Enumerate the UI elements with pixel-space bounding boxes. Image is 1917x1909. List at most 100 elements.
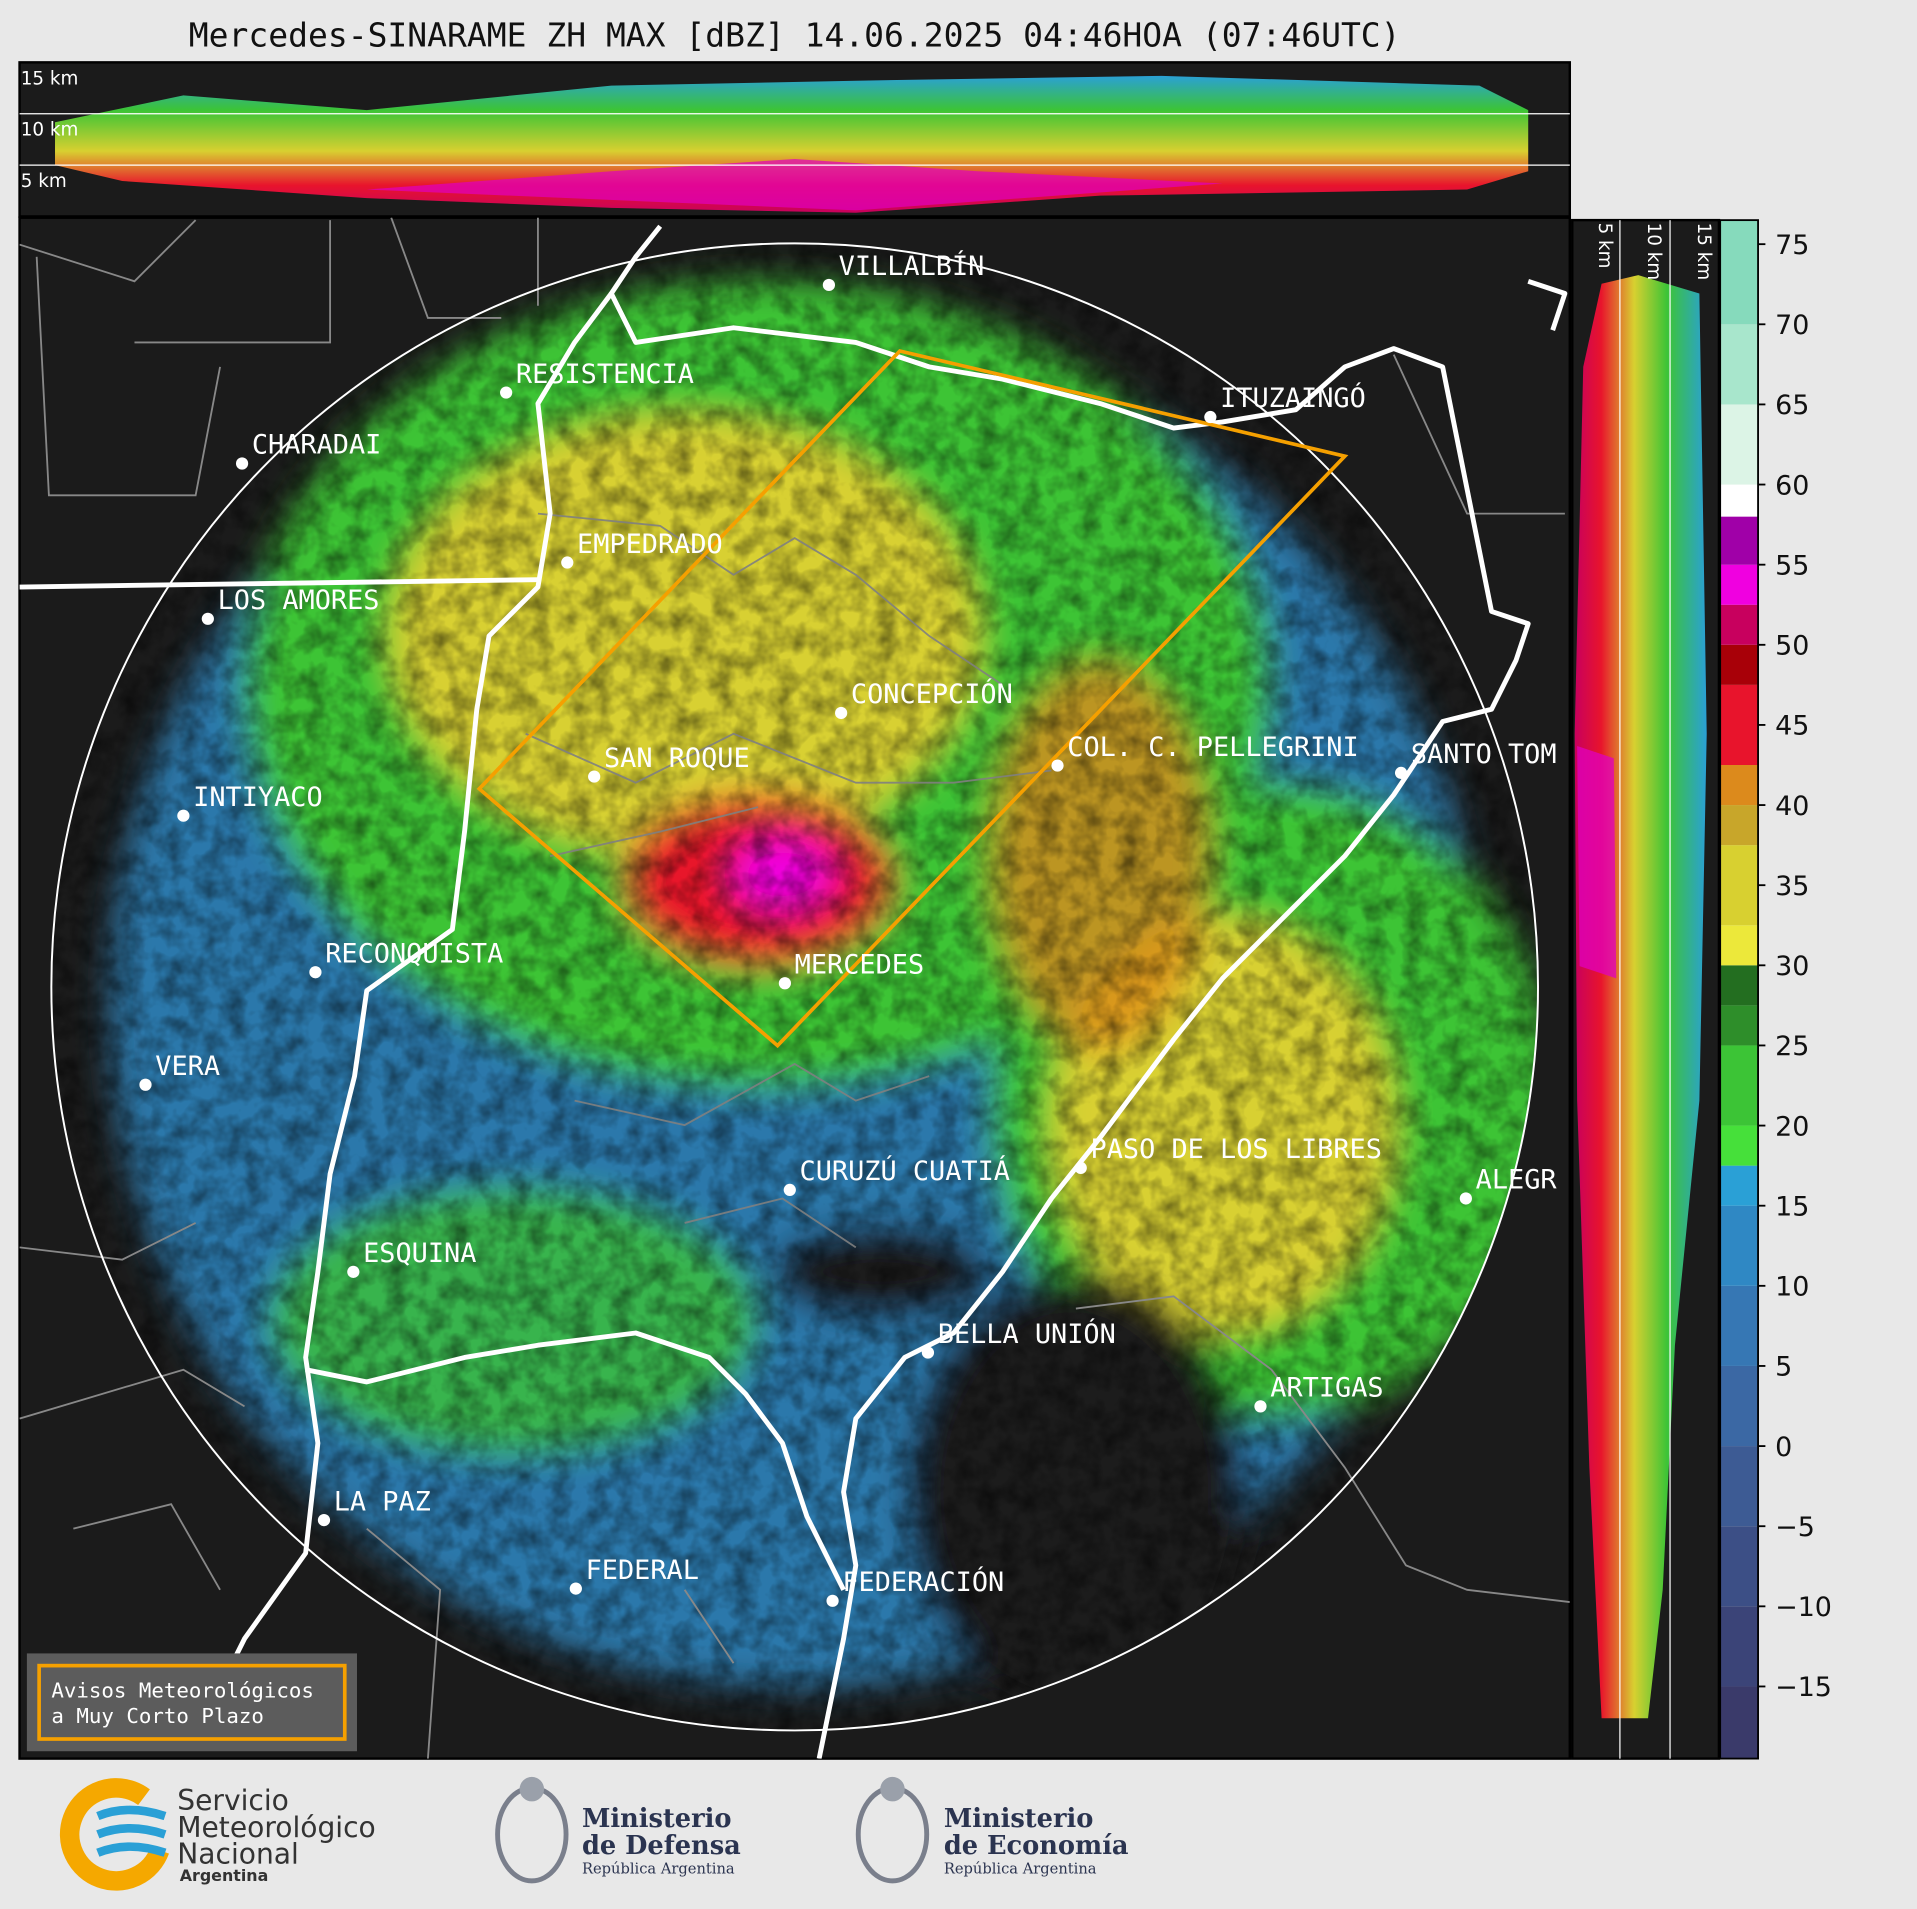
city-marker — [1074, 1161, 1087, 1175]
city-marker — [139, 1078, 152, 1091]
logo-text: República Argentina — [944, 1861, 1097, 1878]
colorbar-tick-label: −5 — [1775, 1512, 1815, 1543]
colorbar-tick-label: −15 — [1775, 1672, 1832, 1703]
city-marker — [317, 1513, 331, 1527]
height-label: 5 km — [21, 171, 67, 192]
city-label: VILLALBÍN — [839, 250, 985, 282]
colorbar-tick-label: 0 — [1775, 1432, 1792, 1463]
city-marker — [778, 977, 792, 990]
height-label: 15 km — [21, 68, 79, 89]
logo-text: Servicio — [177, 1784, 289, 1817]
colorbar-segment — [1720, 925, 1759, 966]
colorbar-segment — [1720, 324, 1759, 405]
departments — [525, 512, 1052, 1249]
city-marker — [826, 1594, 839, 1607]
colorbar-tick-label: 5 — [1775, 1352, 1792, 1383]
colorbar-segment — [1720, 1005, 1759, 1046]
city-marker — [822, 278, 836, 292]
city-marker — [1051, 759, 1064, 772]
range-ring — [50, 242, 1539, 1732]
logo-text: República Argentina — [582, 1861, 735, 1878]
colorbar-segment — [1720, 1526, 1759, 1607]
city-marker — [309, 966, 322, 979]
city-marker — [783, 1183, 796, 1197]
colorbar-segment — [1720, 965, 1759, 1006]
colorbar-segment — [1720, 644, 1759, 685]
city-marker — [500, 386, 513, 399]
city-marker — [177, 809, 190, 822]
colorbar-tick-label: 35 — [1775, 871, 1809, 902]
height-label: 5 km — [1594, 223, 1615, 269]
city-marker — [561, 556, 574, 569]
logo-text: de Defensa — [582, 1831, 741, 1861]
city-label: ESQUINA — [363, 1238, 476, 1269]
city-label: CONCEPCIÓN — [851, 678, 1013, 710]
city-marker — [235, 457, 249, 470]
city-label: BELLA UNIÓN — [938, 1318, 1116, 1350]
colorbar-tick-label: 40 — [1775, 791, 1809, 822]
top-echo — [55, 75, 1529, 213]
smn-logo: Servicio Meteorológico Nacional Argentin… — [59, 1778, 376, 1891]
city-label: CHARADAI — [252, 430, 382, 461]
rivers — [19, 224, 1568, 1759]
colorbar-tick-label: 50 — [1775, 631, 1809, 662]
colorbar-segment — [1720, 845, 1759, 926]
city-marker — [921, 1346, 935, 1359]
colorbar-tick-label: 75 — [1775, 230, 1809, 261]
colorbar-tick-label: 45 — [1775, 711, 1809, 742]
colorbar-segment — [1720, 805, 1759, 846]
colorbar-segment — [1720, 684, 1759, 765]
map-content: VILLALBÍN RESISTENCIA CHARADAI ITUZAINGÓ EMP… — [19, 217, 1570, 1759]
title: Mercedes-SINARAME ZH MAX [dBZ] 14.06.202… — [189, 15, 1401, 54]
colorbar-segment — [1720, 1606, 1759, 1687]
city-marker — [1394, 766, 1408, 780]
colorbar-segment — [1720, 404, 1759, 485]
logo-text: Meteorológico — [177, 1811, 375, 1844]
city-label: EMPEDRADO — [577, 529, 723, 560]
colorbar-frame — [1719, 219, 1759, 1760]
logo-text: Ministerio — [944, 1804, 1094, 1834]
colorbar-segment — [1720, 1045, 1759, 1126]
logo-text: Argentina — [180, 1866, 269, 1885]
legend-text: Avisos Meteorológicos — [51, 1678, 314, 1702]
warning-polygon — [476, 348, 1349, 1049]
colorbar-tick-label: 55 — [1775, 550, 1809, 581]
city-label: INTIYACO — [193, 782, 323, 813]
colorbar-segment — [1720, 1205, 1759, 1286]
city-label: FEDERAL — [586, 1555, 699, 1586]
city-marker — [835, 706, 848, 720]
city-marker — [1204, 410, 1217, 424]
height-label: 15 km — [1693, 223, 1714, 281]
city-label: SAN ROQUE — [604, 743, 750, 774]
city-label: PASO DE LOS LIBRES — [1091, 1134, 1382, 1165]
city-label: RESISTENCIA — [516, 359, 694, 390]
colorbar-segment — [1720, 1446, 1759, 1527]
city-label: MERCEDES — [795, 949, 925, 980]
city-label: COL. C. PELLEGRINI — [1067, 732, 1358, 763]
city-label: SANTO TOM — [1411, 739, 1557, 770]
city-label: ARTIGAS — [1270, 1373, 1383, 1404]
colorbar-segment — [1720, 1686, 1759, 1759]
logo-text: Nacional — [177, 1838, 299, 1871]
logo-text: Ministerio — [582, 1804, 732, 1834]
colorbar-tick-label: 65 — [1775, 390, 1809, 421]
colorbar-tick-label: 15 — [1775, 1191, 1809, 1222]
city-label: CURUZÚ CUATIÁ — [800, 1155, 1010, 1187]
colorbar-tick-label: −10 — [1775, 1592, 1832, 1623]
city-marker — [347, 1265, 360, 1278]
city-label: VERA — [155, 1051, 220, 1082]
colorbar-segment — [1720, 484, 1759, 517]
city-marker — [201, 612, 214, 625]
side-echo — [1574, 275, 1707, 1719]
colorbar-tick-label: 25 — [1775, 1031, 1809, 1062]
height-label: 10 km — [1643, 223, 1664, 281]
city-label: ALEGR — [1476, 1165, 1558, 1196]
city-label: LA PAZ — [334, 1486, 431, 1517]
economia-logo: Ministerio de Economía República Argenti… — [855, 1776, 1129, 1884]
height-label: 10 km — [21, 120, 79, 141]
colorbar-segment — [1720, 1165, 1759, 1206]
city-marker — [569, 1582, 582, 1595]
logo-text: de Economía — [944, 1831, 1129, 1861]
